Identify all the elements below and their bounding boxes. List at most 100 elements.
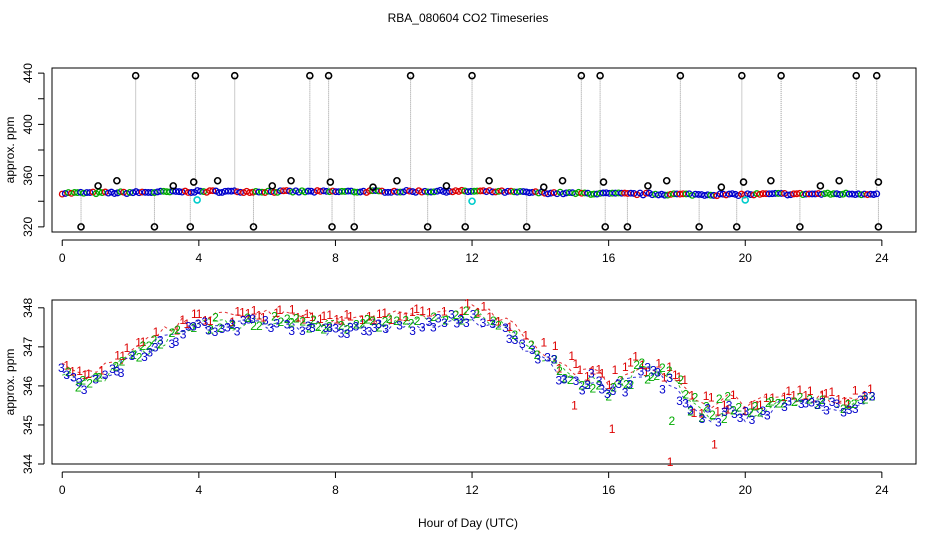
spike-point-low [796,223,804,231]
series-3-mark: 3 [180,328,187,342]
series-3-mark: 3 [245,313,252,327]
series-2-mark: 2 [344,322,351,336]
series-2-mark: 2 [306,321,313,335]
series-2-mark: 2 [271,309,278,323]
series-1-mark: 1 [698,406,705,420]
series-3-mark: 3 [190,319,197,333]
series-2-mark: 2 [735,401,742,415]
series-3-mark: 3 [375,317,382,331]
series-3-mark: 3 [687,404,694,418]
series-1-mark: 1 [568,349,575,363]
series-3-mark: 3 [561,373,568,387]
spike-point-low [601,223,610,231]
series-3-mark: 3 [430,320,437,334]
series-1-mark: 1 [256,309,263,323]
series-1-mark: 1 [304,307,311,321]
series-1-mark: 1 [708,390,715,404]
series-3-mark: 3 [361,324,368,338]
baseline-point [218,188,226,196]
bottom-y-tick-label: 348 [21,297,35,317]
outlier-point [369,183,377,191]
outlier-point [169,182,178,190]
baseline-point [747,191,755,198]
series-1-mark: 1 [260,310,267,324]
series-2-mark: 2 [86,376,93,390]
top-panel: approx. ppm 0 4 8 12 16 20 24 320 360 400 440 [3,63,917,265]
series-3-mark: 3 [846,403,853,417]
baseline-point [197,187,205,195]
baseline-point [688,191,696,199]
series-1-mark: 1 [741,404,748,418]
series-3-mark: 3 [353,319,360,333]
series-1-mark: 1 [841,395,848,409]
baseline-point [320,187,327,195]
series-1-mark: 1 [725,402,732,416]
series-1-mark: 1 [196,307,203,321]
series-2-mark: 2 [648,370,655,384]
series-3-mark: 3 [70,370,77,384]
top-x-tick-label: 0 [59,251,66,265]
series-1-dip-mark: 1 [711,437,718,451]
baseline-point [716,190,724,198]
bottom-y-axis-label: approx. ppm [3,349,17,416]
series-1-mark: 1 [413,302,420,316]
series-2-mark: 2 [495,319,502,333]
series-3-mark: 3 [579,383,586,397]
series-2-mark: 2 [638,356,645,370]
baseline-point [200,188,208,196]
figure-title: RBA_080604 CO2 Timeseries [388,11,549,25]
baseline-point [627,189,635,197]
series-2-mark: 2 [408,317,415,331]
series-2-mark: 2 [721,412,728,426]
baseline-point [209,187,217,195]
series-3-mark: 3 [829,395,836,409]
baseline-point [682,190,690,198]
spike-point-low [522,223,531,231]
spike-point-low [249,223,258,231]
series-2-mark: 2 [151,333,158,347]
spike-point-high [676,71,685,80]
series-2-mark: 2 [845,398,852,412]
series-1-mark: 1 [359,313,366,327]
series-2-mark: 2 [677,373,684,387]
series-3-mark: 3 [852,402,859,416]
baseline-point [664,191,672,199]
spike-point-high [777,71,785,80]
series-1-mark: 1 [376,307,383,321]
bottom-y-tick-label: 345 [21,415,35,435]
outlier-point [558,176,567,185]
series-1-mark: 1 [823,386,830,400]
spike-point-low [423,223,432,231]
series-2-mark: 2 [442,313,449,327]
series-2-mark: 2 [562,371,569,385]
baseline-point [151,189,158,196]
series-1-mark: 1 [655,357,662,371]
spike-point-low [350,223,359,231]
series-2-mark: 2 [140,339,147,353]
spike-point-high [738,71,746,80]
series-1-mark: 1 [459,304,466,318]
baseline-point [458,186,466,194]
series-3-mark: 3 [480,316,487,330]
top-y-tick-label: 400 [21,114,35,134]
series-3-mark: 3 [715,415,722,429]
spike-point-low [732,223,741,231]
series-2-mark: 2 [430,310,437,324]
series-2-mark: 2 [288,315,295,329]
top-x-tick-label: 16 [602,251,616,265]
series-2-mark: 2 [369,314,376,328]
series-2-mark: 2 [840,402,847,416]
series-1-mark: 1 [802,388,809,402]
series-1-mark: 1 [845,397,852,411]
series-1-line [61,304,866,409]
series-1-mark: 1 [661,371,668,385]
baseline-point [658,190,666,198]
series-1-mark: 1 [506,320,513,334]
outlier-point [874,178,883,186]
series-2-mark: 2 [653,369,660,383]
spike-point-low [186,223,195,231]
series-2-mark: 2 [130,348,137,362]
baseline-point [642,189,650,197]
series-1-mark: 1 [577,363,584,377]
